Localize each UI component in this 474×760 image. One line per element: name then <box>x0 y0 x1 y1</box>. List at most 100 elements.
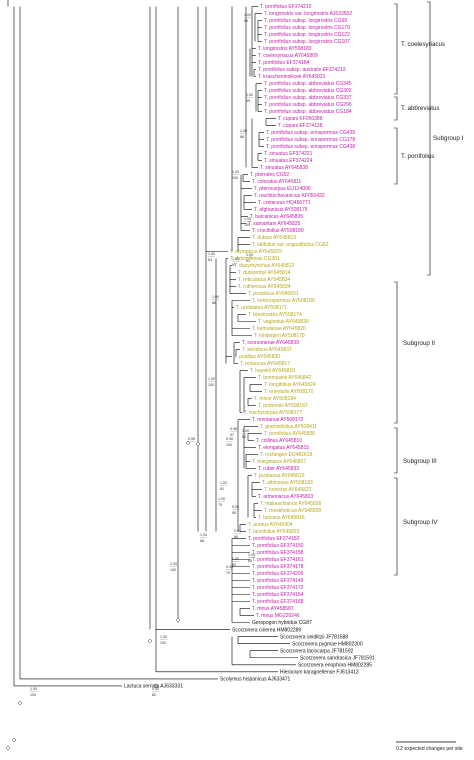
taxon-label: T. tortuosus AY645817 <box>240 361 290 367</box>
posterior-probability: 0.92 <box>152 687 159 691</box>
taxon-label: Scorzonera pygmae HM802300 <box>292 641 363 647</box>
support-values: 1.00 100 1.00 91 1.00 86 1.00 96 1.00 99 1.00 100 0.… <box>30 13 255 697</box>
taxon-label: T. porrifolius EF374154 <box>252 592 304 598</box>
taxon-label: T. porrifolius EF374152 <box>248 536 300 542</box>
bootstrap-value: 91 <box>232 263 236 267</box>
posterior-probability: 1.00 <box>232 557 239 561</box>
clade-label: T. porrifolius <box>401 153 434 160</box>
taxon-label: T. pterocarpus EU124006 <box>254 186 311 192</box>
taxon-label: T. altimenus AY508183 <box>262 480 313 486</box>
taxon-label: T. krascheninnikovii AY645821 <box>258 74 326 80</box>
taxon-label: T. reticulatus AY645834 <box>238 277 290 283</box>
bootstrap-value: 91 <box>246 259 250 263</box>
taxon-label: T. porrifolius EF374178 <box>252 564 304 570</box>
taxon-label: T. porrifolius subsp. abbreviatus CG345 <box>264 81 352 87</box>
taxon-label: T. collinus AY645810 <box>256 438 302 444</box>
taxon-label: T. trachycarpus AY508177 <box>244 410 302 416</box>
taxon-label: T. jezdianus AY645819 <box>254 473 305 479</box>
taxon-label: T. afghanicus AY508175 <box>254 207 308 213</box>
bootstrap-value: 100 <box>244 223 250 227</box>
node-marker <box>11 737 17 743</box>
taxon-label: T. pratensis AY508187 <box>258 403 308 409</box>
taxon-label: T. olympicus AY645829 <box>230 249 282 255</box>
node-marker <box>17 700 23 706</box>
posterior-probability: 1.00 <box>232 170 239 174</box>
bootstrap-value: 65 <box>248 559 252 563</box>
clade-label: T. coelesyriacus <box>401 41 445 48</box>
taxon-label: T. porrifolius subsp. abbreviatus CG337 <box>264 95 352 101</box>
posterior-probability: 1.00 <box>220 481 227 485</box>
posterior-probability: 1.00 <box>248 553 255 557</box>
bootstrap-value: 88 <box>212 301 216 305</box>
clade-bracket <box>394 127 398 185</box>
posterior-probability: 0.99 <box>232 505 239 509</box>
node-marker <box>195 441 201 447</box>
taxon-label: T. sinuatus AY645838 <box>260 165 308 171</box>
taxon-label: T. cretaceus HQ456771 <box>258 200 311 206</box>
posterior-probability: 0.91 <box>234 529 241 533</box>
taxon-label: T. kemulariae AY645820 <box>252 326 306 332</box>
taxon-label: T. porrifolius subsp. abbreviatus CG184 <box>264 109 352 115</box>
taxon-label: Geropogon hybridus CG87 <box>252 620 312 626</box>
clade-bracket <box>394 281 398 424</box>
clade-bracket <box>394 3 398 95</box>
clade-brackets: T. coelesyriacus T. abbreviatus T. porrifo… <box>394 1 464 576</box>
taxon-label: T. ruber AY645833 <box>258 466 299 472</box>
taxon-label: T. kotschyi AY645822 <box>264 487 312 493</box>
taxon-label: T. porrifolius EF374161 <box>252 557 304 563</box>
posterior-probability: 0.96 <box>188 437 195 441</box>
posterior-probability: 1.00 <box>244 13 251 17</box>
taxon-label: T. aureus AY645804 <box>248 522 293 528</box>
taxon-label: T. cupani KF050386 <box>278 116 323 122</box>
taxon-label: T. porrifolius AY645806 <box>264 431 315 437</box>
clade-label: Subgroup III <box>403 458 437 465</box>
taxon-label: T. porrifolius EF374210 <box>260 4 312 10</box>
taxon-label: T. porrifolius EF374158 <box>252 550 304 556</box>
bootstrap-value: 75 <box>218 503 222 507</box>
posterior-probability: 1.00 <box>232 257 239 261</box>
posterior-probability: 1.00 <box>170 562 177 566</box>
bootstrap-value: 70 <box>226 571 230 575</box>
taxon-label: T. samaritani AY645835 <box>248 221 301 227</box>
taxon-label: T. undulatus AY508171 <box>236 305 287 311</box>
taxon-label: T. laricifolius AY645823 <box>248 529 300 535</box>
taxon-label: T. coloratus AY645811 <box>252 179 302 185</box>
tree-branches <box>5 0 298 751</box>
taxon-label: T. makeschianus AY645826 <box>260 501 322 507</box>
bootstrap-value: 100 <box>170 568 176 572</box>
taxon-label: T. porrifolius subsp. abbreviatus CG296 <box>264 102 352 108</box>
taxon-label: T. dshimilensis CG301 <box>230 256 280 262</box>
taxon-label: T. dubius AY645813 <box>252 235 296 241</box>
posterior-probability: 1.00 <box>240 129 247 133</box>
taxon-label: T. porrifolius subsp. longirostris CG69 <box>264 18 347 24</box>
taxon-label: T. latifolius var. angustifolius CG82 <box>252 242 329 248</box>
clade-bracket <box>394 96 398 121</box>
clade-bracket <box>394 427 398 474</box>
taxon-label: T. hayekii AY645818 <box>250 368 295 374</box>
clade-label: Subgroup IV <box>403 519 438 526</box>
taxon-label: T. serotinus AY645837 <box>242 347 292 353</box>
bootstrap-value: 100 <box>208 383 214 387</box>
posterior-probability: 1.00 <box>212 295 219 299</box>
taxon-label: T. balcanicus AY645805 <box>250 214 303 220</box>
taxon-label: T. minor AY508184 <box>254 396 296 402</box>
clade-label: Subgroup I <box>433 135 464 142</box>
taxon-label: T. longirostris var. longirostris AJ6335… <box>264 11 352 17</box>
taxon-label: Hieracium karagoellense FJ613413 <box>280 670 359 676</box>
bootstrap-value: 95 <box>232 511 236 515</box>
scale-bar-label: 0.2 expected changes per site <box>396 746 463 752</box>
taxon-label: T. porrifolius EF374150 <box>252 543 304 549</box>
taxon-label: T. porrifolius subsp. eriospermus CG438 <box>266 144 355 150</box>
bootstrap-value: 84 <box>208 258 212 262</box>
taxon-label: Scorzonera eriophora HM802285 <box>298 663 372 669</box>
taxon-label: T. dubiorobyi AY645814 <box>238 270 291 276</box>
taxon-label: T. kindingeri AY508178 <box>254 333 305 339</box>
clade-label: T. abbreviatus <box>401 105 440 112</box>
clade-bracket <box>427 1 431 276</box>
taxon-label: T. porrifolius subsp. longirostris CG179 <box>264 25 350 31</box>
taxon-label: T. coelesyriacus AY645809 <box>258 53 318 59</box>
posterior-probability: 0.98 <box>226 565 233 569</box>
bootstrap-value: 97 <box>230 433 234 437</box>
